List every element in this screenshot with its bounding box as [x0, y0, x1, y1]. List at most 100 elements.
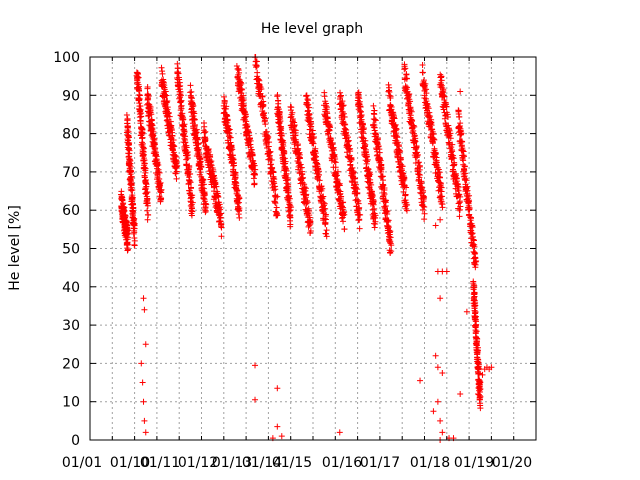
data-point [460, 153, 467, 160]
data-point [286, 195, 293, 202]
data-point [471, 251, 478, 258]
data-point [477, 379, 484, 386]
data-point [357, 211, 364, 218]
data-point [202, 207, 209, 214]
data-point [153, 152, 160, 159]
data-point [187, 82, 194, 89]
data-point [128, 181, 135, 188]
data-point [222, 105, 229, 112]
data-point [337, 94, 344, 101]
data-point [319, 185, 326, 192]
data-point [274, 92, 281, 99]
data-point [347, 148, 354, 155]
data-point [202, 200, 209, 207]
data-point [371, 111, 378, 118]
data-point [210, 166, 217, 173]
data-point [140, 151, 147, 158]
data-point [426, 109, 433, 116]
data-point [476, 386, 483, 393]
data-point [244, 122, 251, 129]
data-point [321, 200, 328, 207]
data-point [202, 137, 209, 144]
data-point [444, 113, 451, 120]
data-point [322, 100, 329, 107]
data-point [282, 160, 289, 167]
data-point [406, 91, 413, 98]
data-point [427, 113, 434, 120]
data-point [414, 152, 421, 159]
data-point [438, 193, 445, 200]
data-point [306, 115, 313, 122]
data-point [174, 65, 181, 72]
chart-title: He level graph [261, 21, 363, 37]
data-point [291, 122, 298, 129]
data-point [125, 128, 132, 135]
data-point [162, 88, 169, 95]
data-point [466, 198, 473, 205]
data-point [362, 137, 369, 144]
data-point [233, 62, 240, 69]
data-point [127, 160, 134, 167]
data-point [266, 149, 273, 156]
data-point [170, 136, 177, 143]
data-point [419, 62, 426, 69]
data-point [464, 187, 471, 194]
data-point [336, 182, 343, 189]
data-point [468, 223, 475, 230]
data-point [165, 109, 172, 116]
data-point [390, 114, 397, 121]
data-point [124, 240, 131, 247]
data-point [396, 147, 403, 154]
data-point [171, 143, 178, 150]
data-point [217, 206, 224, 213]
data-point [457, 193, 464, 200]
data-point [388, 248, 395, 255]
data-point [142, 429, 149, 436]
x-tick-label: 01/17 [360, 455, 400, 471]
data-point [410, 127, 417, 134]
data-point [356, 217, 363, 224]
data-point [299, 168, 306, 175]
data-point [363, 153, 370, 160]
data-point [201, 192, 208, 199]
data-point [475, 365, 482, 372]
data-point [433, 157, 440, 164]
data-point [472, 258, 479, 265]
data-point [252, 166, 259, 173]
data-point [188, 194, 195, 201]
data-point [190, 108, 197, 115]
data-point [459, 138, 466, 145]
data-point [325, 131, 332, 138]
data-point [179, 110, 186, 117]
data-point [321, 93, 328, 100]
data-point [189, 199, 196, 206]
data-point [475, 391, 482, 398]
data-point [190, 102, 197, 109]
data-point [383, 197, 390, 204]
data-point [156, 175, 163, 182]
data-point [354, 189, 361, 196]
data-point [189, 208, 196, 215]
data-point [340, 102, 347, 109]
data-point [476, 394, 483, 401]
data-point [456, 213, 463, 220]
data-point [380, 189, 387, 196]
data-point [407, 112, 414, 119]
y-tick-label: 100 [53, 50, 80, 66]
data-point [128, 187, 135, 194]
data-point [310, 140, 317, 147]
data-point [381, 204, 388, 211]
data-point [329, 145, 336, 152]
data-point [288, 104, 295, 111]
data-point [372, 117, 379, 124]
data-point [187, 170, 194, 177]
data-point [327, 124, 334, 131]
data-point [380, 181, 387, 188]
data-point [356, 204, 363, 211]
data-point [374, 136, 381, 143]
data-point [401, 176, 408, 183]
data-point [473, 335, 480, 342]
data-point [163, 92, 170, 99]
data-point [320, 193, 327, 200]
